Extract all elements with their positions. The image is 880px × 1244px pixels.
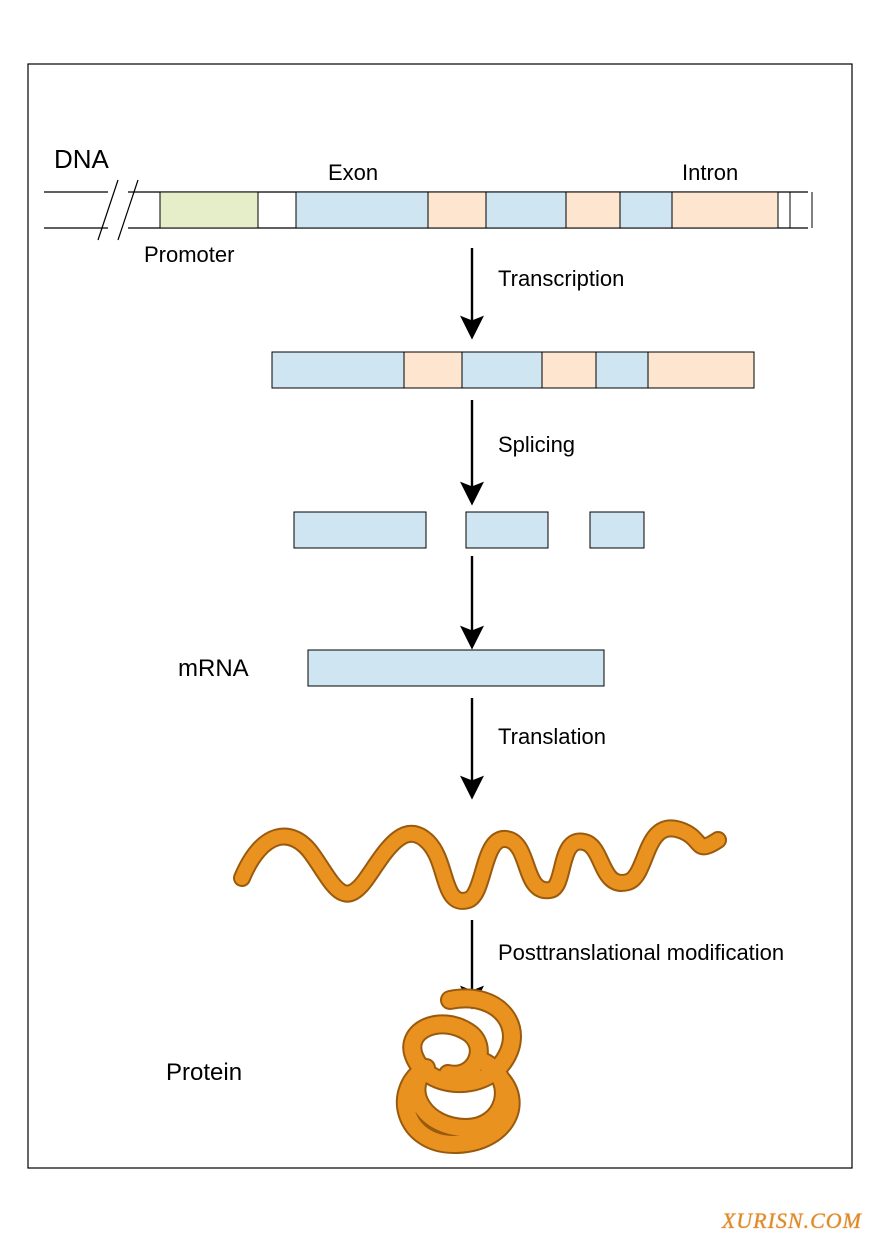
process-label: Posttranslational modification: [498, 940, 784, 965]
mrna-label: mRNA: [178, 655, 249, 682]
exon-label: Exon: [328, 160, 378, 185]
watermark: XURISN.COM: [722, 1208, 862, 1234]
promoter-label: Promoter: [144, 242, 234, 267]
diagram-frame: [28, 64, 852, 1168]
intron-block: [428, 192, 486, 228]
intron-block: [566, 192, 620, 228]
promoter-block: [160, 192, 258, 228]
exon-block: [486, 192, 566, 228]
gene-expression-diagram: Transcription Splicing Translation Posttran…: [0, 0, 880, 1244]
exon-block: [620, 192, 672, 228]
process-label: Transcription: [498, 266, 624, 291]
exon-block: [296, 192, 428, 228]
mrna-bar: [308, 650, 604, 686]
spliced-exon: [590, 512, 644, 548]
spliced-exon: [294, 512, 426, 548]
intron-label: Intron: [682, 160, 738, 185]
protein-folded: [406, 998, 512, 1144]
dna-break: [98, 180, 118, 240]
dna-label: DNA: [54, 144, 110, 174]
process-label: Translation: [498, 724, 606, 749]
protein-unfolded: [242, 828, 718, 901]
spliced-exon: [466, 512, 548, 548]
premrna-intron: [404, 352, 462, 388]
intron-block: [672, 192, 778, 228]
premrna-exon: [272, 352, 404, 388]
premrna-exon: [596, 352, 648, 388]
dna-break: [118, 180, 138, 240]
protein-label: Protein: [166, 1059, 242, 1086]
premrna-intron: [648, 352, 754, 388]
premrna-exon: [462, 352, 542, 388]
premrna-intron: [542, 352, 596, 388]
process-label: Splicing: [498, 432, 575, 457]
